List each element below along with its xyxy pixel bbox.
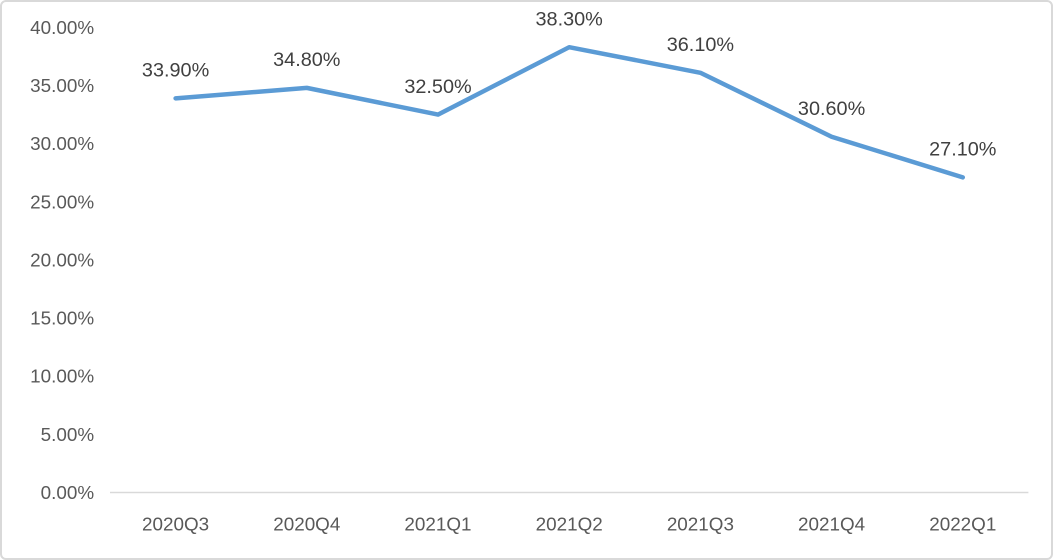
data-label: 32.50% [404, 76, 471, 98]
x-axis-category-label: 2020Q3 [142, 514, 209, 535]
series-line [173, 44, 966, 180]
data-label: 27.10% [929, 139, 996, 161]
data-label: 38.30% [536, 8, 603, 30]
x-axis-category-label: 2021Q4 [798, 514, 865, 535]
y-axis-tick-label: 30.00% [30, 133, 94, 154]
x-axis-category-label: 2020Q4 [273, 514, 340, 535]
x-axis-category-label: 2021Q2 [536, 514, 603, 535]
data-label: 34.80% [273, 49, 340, 71]
y-axis-tick-label: 10.00% [30, 366, 94, 387]
data-label: 30.60% [798, 98, 865, 120]
x-axis-category-label: 2022Q1 [929, 514, 996, 535]
y-axis-tick-label: 40.00% [30, 17, 94, 38]
y-axis-tick-label: 15.00% [30, 308, 94, 329]
y-axis-tick-label: 20.00% [30, 249, 94, 270]
data-label: 33.90% [142, 60, 209, 82]
data-label: 36.10% [667, 34, 734, 56]
x-axis-category-label: 2021Q3 [667, 514, 734, 535]
y-axis-tick-label: 25.00% [30, 191, 94, 212]
x-axis-category-label: 2021Q1 [404, 514, 471, 535]
y-axis-tick-label: 0.00% [41, 482, 95, 503]
y-axis-tick-label: 5.00% [41, 424, 95, 445]
y-axis-tick-label: 35.00% [30, 75, 94, 96]
